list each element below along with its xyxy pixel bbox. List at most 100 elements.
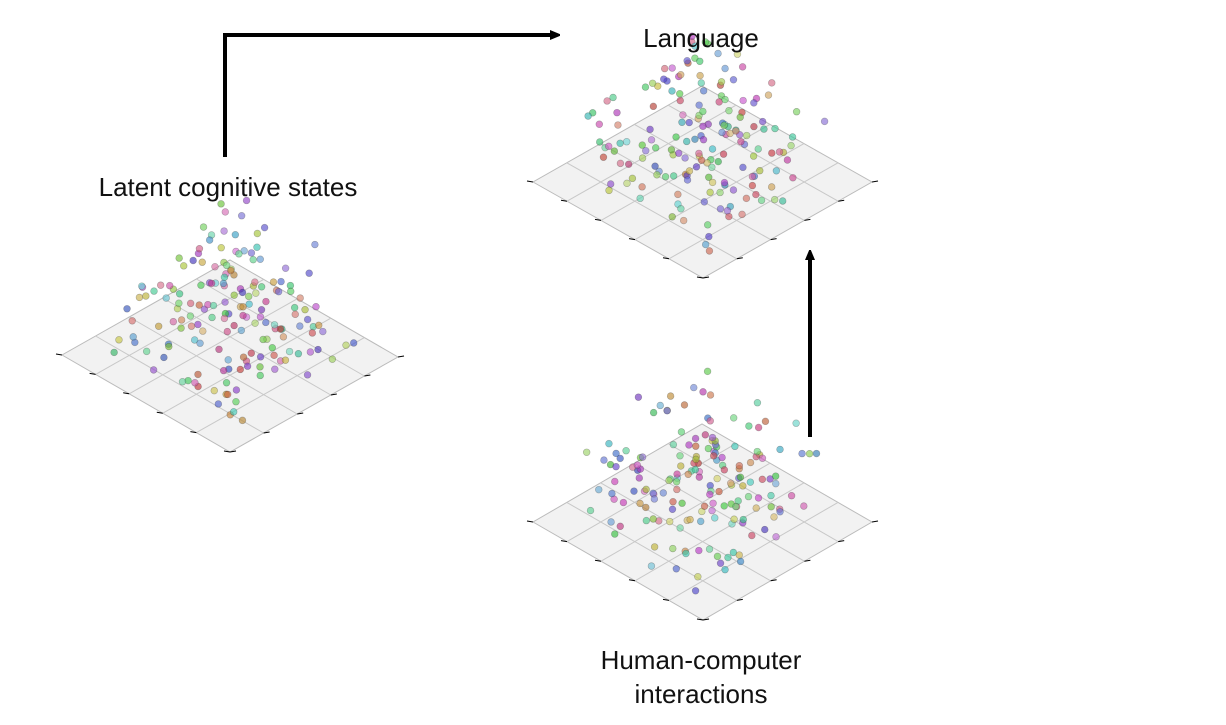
scatter-dot: [270, 351, 278, 360]
scatter-dot: [611, 530, 619, 538]
tick: [330, 393, 337, 396]
scatter-dot: [634, 393, 643, 401]
scatter-dot: [672, 565, 681, 573]
scatter-dot: [732, 127, 740, 135]
tick: [696, 276, 704, 279]
scatter-dot: [718, 453, 726, 462]
scatter-dot: [652, 144, 660, 152]
scatter-dot: [257, 306, 266, 314]
scatter-dot: [607, 180, 615, 188]
scatter-dot: [677, 462, 685, 470]
tick: [736, 598, 743, 601]
scatter-dot: [716, 188, 724, 197]
scatter-dot: [281, 356, 290, 364]
scatter-dot: [189, 256, 197, 265]
scatter-dot: [220, 314, 229, 323]
scatter-dot: [195, 301, 203, 309]
scatter-dot: [605, 439, 613, 448]
scatter-dot: [703, 367, 712, 376]
scatter-dot: [738, 210, 746, 219]
tick: [696, 618, 704, 621]
scatter-dot: [736, 473, 745, 481]
scatter-dot: [800, 502, 808, 510]
scatter-dot: [691, 54, 699, 62]
scatter-dot: [646, 125, 654, 134]
scatter-dot: [709, 499, 717, 507]
plot-plane: [60, 259, 400, 453]
scatter-dot: [194, 370, 202, 379]
scatter-dot: [253, 243, 261, 251]
scatter-dot: [750, 122, 758, 131]
scatter-dot: [207, 279, 216, 288]
scatter-dot: [705, 232, 713, 241]
scatter-dot: [199, 327, 207, 335]
scatter-dot: [729, 76, 738, 84]
scatter-dot: [701, 431, 710, 439]
scatter-dot: [641, 83, 650, 91]
scatter-dot: [186, 312, 195, 320]
scatter-dot: [735, 462, 744, 470]
scatter-dot: [692, 442, 700, 450]
tick: [770, 579, 777, 582]
scatter-dot: [221, 298, 229, 306]
scatter-dot: [753, 447, 761, 456]
scatter-dot: [744, 492, 753, 501]
scatter-dot: [667, 146, 676, 154]
scatter-dot: [682, 549, 690, 558]
scatter-dot: [642, 147, 650, 155]
scatter-dot: [268, 344, 277, 352]
scatter-dot: [691, 42, 699, 50]
scatter-dot: [739, 163, 747, 172]
scatter-dot: [156, 281, 165, 289]
scatter-dot: [319, 327, 327, 336]
scatter-dot: [603, 97, 611, 105]
scatter-dot: [350, 339, 358, 347]
scatter-dot: [691, 135, 699, 143]
tick: [263, 431, 270, 434]
scatter-dot: [210, 386, 218, 395]
node-label: Language: [643, 23, 759, 53]
scatter-dot: [642, 503, 650, 512]
scatter-dot: [314, 345, 322, 354]
scatter-dot: [222, 261, 231, 270]
scatter-dot: [663, 407, 671, 415]
scatter-dot: [605, 142, 613, 151]
scatter-dot: [650, 495, 659, 503]
scatter-dot: [737, 137, 745, 146]
scatter-dot: [274, 287, 283, 296]
scatter-dot: [612, 449, 620, 458]
tick: [223, 450, 231, 453]
scatter-dot: [115, 336, 123, 344]
scatter-dot: [650, 543, 659, 551]
scatter-dot: [684, 470, 692, 479]
scatter-dot: [787, 141, 795, 150]
scatter-dot: [706, 391, 715, 399]
scatter-dot: [642, 516, 651, 525]
scatter-dot: [683, 57, 691, 65]
scatter-dot: [291, 310, 299, 319]
grid-line: [668, 162, 839, 260]
scatter-dot: [669, 440, 678, 449]
scatter-dot: [704, 444, 713, 453]
scatter-dot: [628, 174, 637, 183]
scatter-dot: [676, 524, 684, 532]
scatter-dot: [237, 212, 246, 220]
scatter-dot: [630, 487, 638, 495]
scatter-dot: [238, 288, 247, 297]
scatter-dot: [285, 347, 294, 356]
scatter-dot: [703, 221, 712, 229]
scatter-dot: [308, 329, 317, 337]
scatter-dot: [705, 545, 714, 553]
scatter-dot: [175, 299, 183, 307]
scatter-dot: [738, 63, 747, 71]
scatter-dot: [668, 87, 676, 95]
tick: [662, 598, 670, 601]
scatter-dot: [768, 149, 776, 157]
scatter-dot: [766, 475, 774, 483]
grid-line: [128, 298, 298, 395]
scatter-dot: [708, 145, 717, 153]
scatter-dot: [196, 339, 204, 347]
scatter-dot: [723, 207, 732, 215]
scatter-dot: [245, 300, 253, 308]
scatter-dot: [223, 390, 232, 399]
